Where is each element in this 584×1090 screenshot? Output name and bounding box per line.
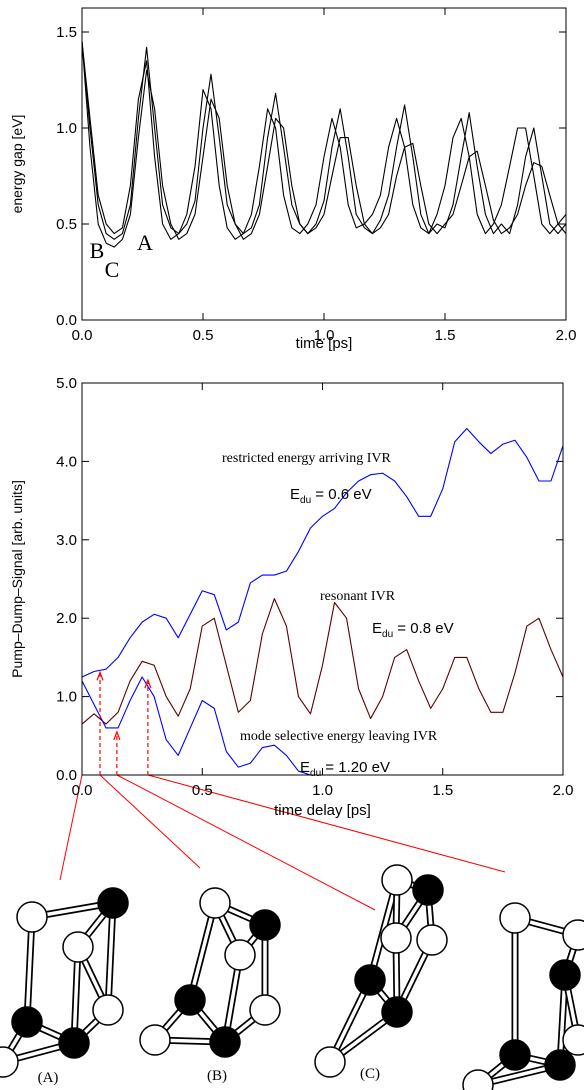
bond-core [188,902,217,1001]
series-line [81,427,564,678]
atom [544,1049,576,1081]
structure-label: (A) [38,1070,59,1086]
series-line [81,41,567,248]
atom [58,1027,90,1059]
annotation: C [105,257,120,282]
x-tick-label: 2.0 [556,327,577,344]
y-tick-label: 0.5 [56,216,77,233]
plot-frame [81,382,564,776]
atom [354,964,386,996]
energy-annotation: Edu = 1.20 eV [300,759,390,779]
atom [0,1046,19,1078]
atom [139,1024,171,1056]
series-line [81,41,567,240]
energy-symbol: E [300,759,310,776]
x-tick-label: 1.5 [435,327,456,344]
x-tick-label: 0.5 [192,782,213,799]
series-line [81,41,567,240]
y-tick-label: 0.0 [56,312,77,329]
atom [562,919,584,951]
atom [92,994,124,1026]
link-line [147,774,506,873]
atom [412,874,444,906]
atom [249,909,281,941]
marker-arrowhead [96,670,104,681]
energy-annotation: Edu = 0.8 eV [372,620,454,640]
link-line [59,774,83,881]
x-tick-label: 0.5 [193,327,214,344]
x-tick-label: 0.0 [72,327,93,344]
atom [380,922,412,954]
atom [499,1039,531,1071]
energy-value: = 0.6 eV [311,486,371,503]
x-tick-label: 1.0 [314,327,335,344]
y-tick-label: 0.0 [56,767,77,784]
x-tick-label: 2.0 [553,782,574,799]
energy-symbol: E [372,620,382,637]
atom [562,1024,584,1056]
annotation-label: restricted energy arriving IVR [222,451,392,466]
atom [499,902,531,934]
annotation: B [90,238,105,263]
y-tick-label: 1.5 [56,24,77,41]
atom [416,924,448,956]
energy-subscript: du [382,629,393,640]
energy-subscript: du [310,768,321,779]
bond-core [106,902,115,1011]
atom [11,1006,43,1038]
x-axis-label: time delay [ps] [274,802,371,819]
x-tick-label: 0.0 [72,782,93,799]
atom [209,1026,241,1058]
energy-symbol: E [290,486,300,503]
atom [174,984,206,1016]
link-line [99,774,201,869]
annotation-label: resonant IVR [320,589,396,604]
x-axis-label: time [ps] [296,335,353,352]
atom [381,996,413,1028]
structure-label: (B) [207,1068,227,1084]
structure-label: (C) [360,1066,380,1082]
atom [381,864,413,896]
atom [62,931,94,963]
y-tick-label: 5.0 [56,375,77,392]
annotation: A [137,230,153,255]
marker-arrowhead [113,730,121,741]
y-tick-label: 1.0 [56,689,77,706]
y-tick-label: 3.0 [56,532,77,549]
atom [224,939,256,971]
series-line [81,598,564,725]
marker-arrowhead [144,678,152,689]
energy-value: = 0.8 eV [393,620,453,637]
plot-frame [81,7,567,321]
atom [549,959,581,991]
link-line [116,774,376,911]
x-tick-label: 1.0 [312,782,333,799]
x-tick-label: 1.5 [432,782,453,799]
y-axis-label: Pump–Dump–Signal [arb. units] [9,480,25,678]
energy-subscript: du [300,495,311,506]
energy-annotation: Edu = 0.6 eV [290,486,372,506]
annotation-label: mode selective energy leaving IVR [240,729,438,744]
atom [249,994,281,1026]
atom [16,901,48,933]
y-tick-label: 4.0 [56,453,77,470]
y-tick-label: 1.0 [56,120,77,137]
structure-links [59,774,506,911]
y-axis-label: energy gap [eV] [9,115,25,214]
atom [97,887,129,919]
bond-core [72,946,80,1044]
y-tick-label: 2.0 [56,610,77,627]
molecules [0,864,584,1090]
atom [462,1069,494,1090]
bond-core [25,916,34,1023]
energy-value: = 1.20 eV [321,759,390,776]
atom [314,1046,346,1078]
atom [199,887,231,919]
